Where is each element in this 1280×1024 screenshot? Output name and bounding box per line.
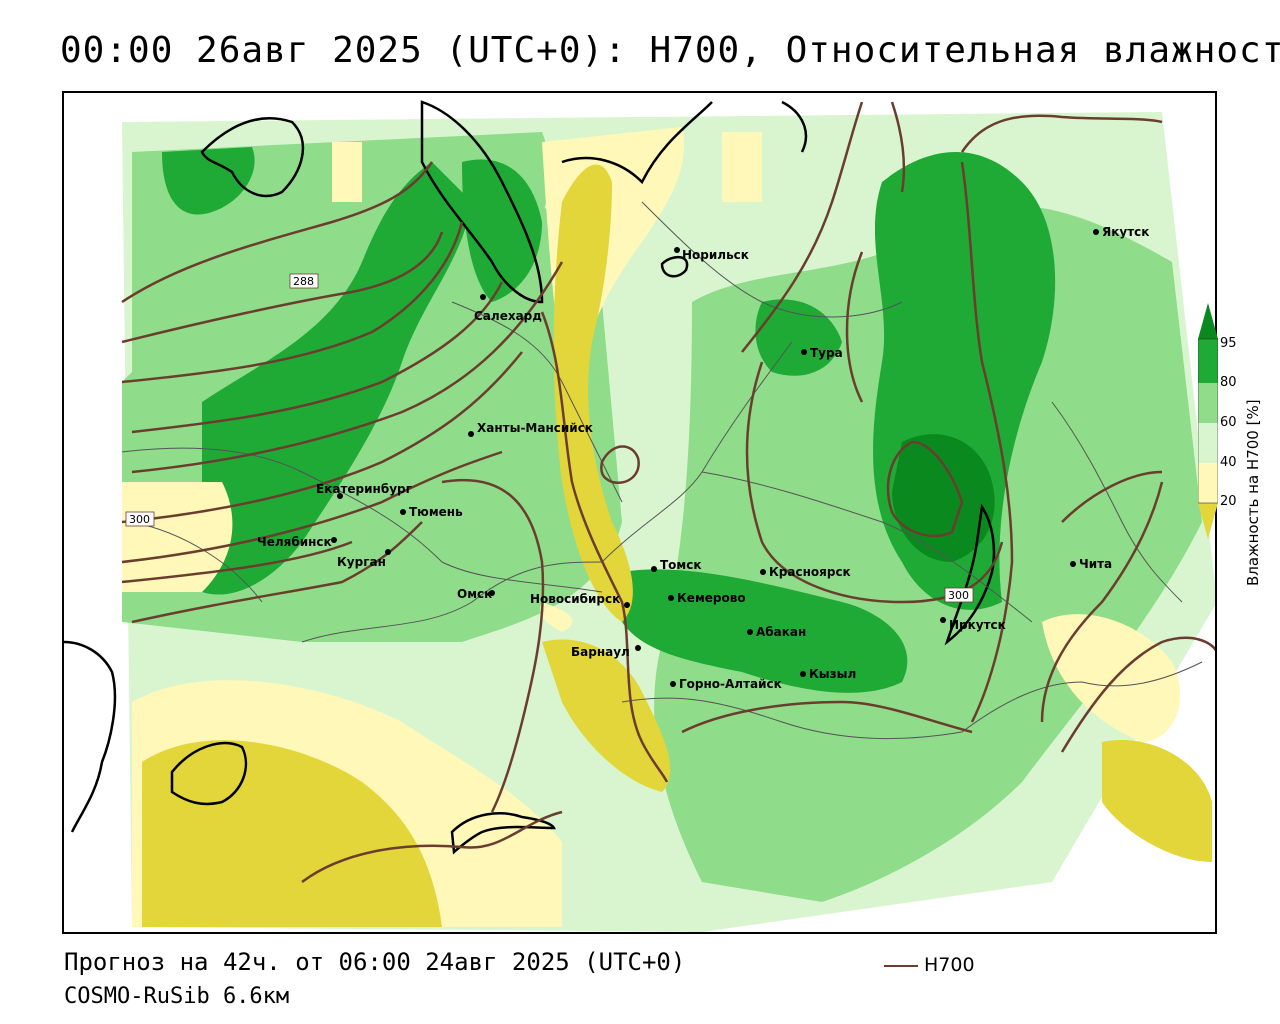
city-marker-tyumen (400, 509, 406, 515)
admin-boundaries (121, 201, 1203, 740)
city-label-tomsk: Томск (660, 558, 702, 572)
colorbar-80-95 (1198, 339, 1218, 383)
colorbar-tick-40: 40 (1220, 455, 1237, 470)
city-label-tura: Тура (810, 346, 843, 360)
humidity-field (122, 112, 1215, 932)
colorbar-tick-60: 60 (1220, 415, 1237, 430)
coastlines (64, 100, 996, 855)
h700-legend: H700 (884, 954, 975, 976)
city-label-khanty: Ханты-Мансийск (477, 421, 593, 435)
city-marker-salekhard (480, 294, 486, 300)
city-label-omsk: Омск (457, 587, 492, 601)
contour-labels: 288 300 300 (125, 273, 974, 603)
colorbar-over95 (1198, 303, 1218, 339)
city-label-chita: Чита (1079, 557, 1112, 571)
map-title: 00:00 26авг 2025 (UTC+0): H700, Относите… (60, 30, 1280, 71)
humidity-map: 288 300 300 Норильск Якутск Салехард Тура Ха… (62, 91, 1217, 934)
colorbar-20-40 (1198, 463, 1218, 503)
colorbar-tick-95: 95 (1220, 336, 1237, 351)
model-name: COSMO-RuSib 6.6км (64, 984, 290, 1009)
city-label-gorno: Горно-Алтайск (679, 677, 782, 691)
contour-label-300-west: 300 (129, 513, 150, 526)
city-marker-kemerovo (668, 595, 674, 601)
city-marker-omsk (489, 590, 495, 596)
city-label-yakutsk: Якутск (1102, 225, 1149, 239)
city-marker-tomsk (651, 566, 657, 572)
city-marker-abakan (747, 629, 753, 635)
colorbar-title: Влажность на H700 [%] (1244, 399, 1262, 586)
colorbar-under20 (1198, 503, 1218, 539)
city-label-irkutsk: Иркутск (949, 618, 1006, 632)
contour-label-300-east: 300 (948, 589, 969, 602)
colorbar-60-80 (1198, 383, 1218, 423)
h700-line-swatch (884, 964, 918, 967)
city-label-tyumen: Тюмень (409, 505, 463, 519)
humidity-colorbar (1198, 303, 1218, 539)
city-marker-barnaul (635, 645, 641, 651)
city-marker-irkutsk (940, 617, 946, 623)
contour-label-288: 288 (293, 275, 314, 288)
city-marker-norilsk (674, 247, 680, 253)
city-label-barnaul: Барнаул (571, 645, 630, 659)
colorbar-tick-20: 20 (1220, 494, 1237, 509)
city-label-kemerovo: Кемерово (677, 591, 746, 605)
h700-legend-label: H700 (924, 954, 975, 976)
city-label-norilsk: Норильск (682, 248, 749, 262)
city-marker-gorno (670, 681, 676, 687)
city-marker-chelyabinsk (331, 537, 337, 543)
forecast-info: Прогноз на 42ч. от 06:00 24авг 2025 (UTC… (64, 948, 686, 976)
city-marker-novosibirsk (624, 602, 630, 608)
city-marker-yakutsk (1093, 229, 1099, 235)
city-marker-kurgan (385, 549, 391, 555)
city-label-abakan: Абакан (756, 625, 806, 639)
h700-contours (121, 101, 1215, 884)
city-label-novosibirsk: Новосибирск (530, 592, 620, 606)
colorbar-tick-80: 80 (1220, 375, 1237, 390)
city-marker-chita (1070, 561, 1076, 567)
city-marker-tura (801, 349, 807, 355)
city-marker-krasnoyarsk (760, 569, 766, 575)
city-marker-ekaterinburg (337, 493, 343, 499)
city-label-krasnoyarsk: Красноярск (769, 565, 851, 579)
city-label-kurgan: Курган (337, 555, 386, 569)
cities: Норильск Якутск Салехард Тура Ханты-Мансийск… (257, 225, 1149, 691)
city-label-ekaterinburg: Екатеринбург (316, 482, 412, 496)
colorbar-40-60 (1198, 423, 1218, 463)
city-marker-khanty (468, 431, 474, 437)
city-marker-kyzyl (800, 671, 806, 677)
city-label-salekhard: Салехард (474, 309, 542, 323)
city-label-kyzyl: Кызыл (809, 667, 856, 681)
city-label-chelyabinsk: Челябинск (257, 535, 332, 549)
